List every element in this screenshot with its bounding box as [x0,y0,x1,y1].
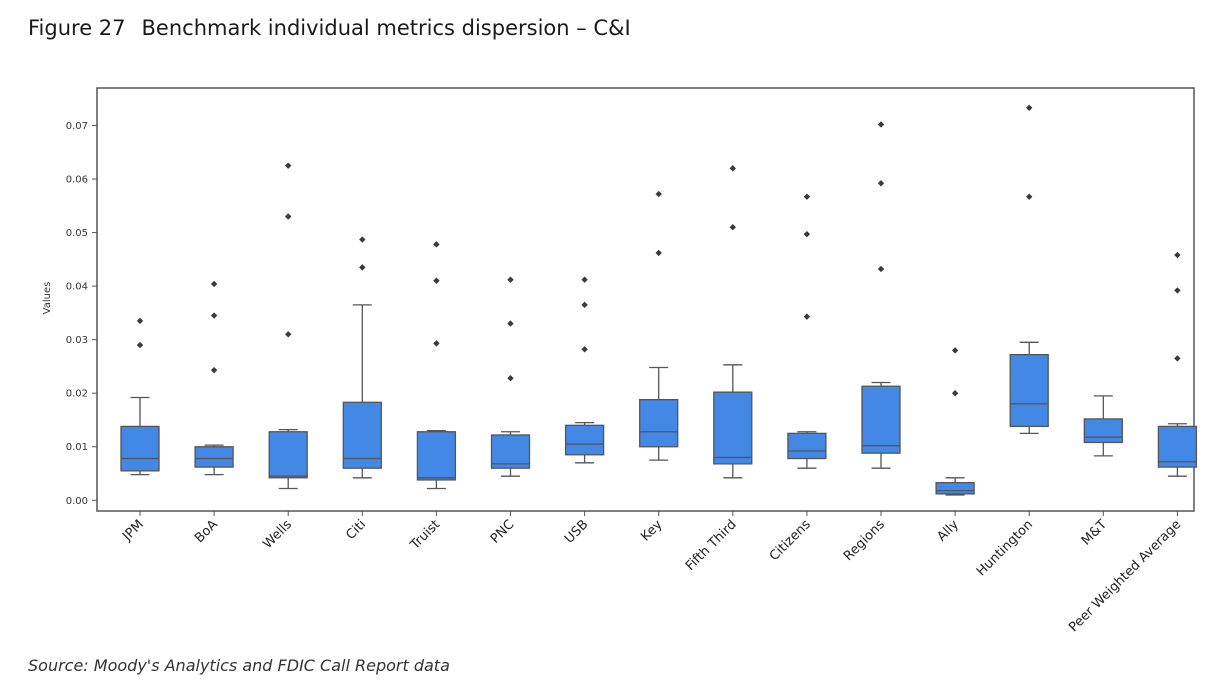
box-group [120,317,160,476]
y-tick-label: 0.02 [66,389,88,400]
outlier-point [136,317,144,325]
box-iqr [1157,425,1198,468]
outlier-point [655,249,662,257]
outlier-point [507,276,514,283]
outlier-point [655,190,662,198]
box-group [268,162,308,490]
box-group [713,165,753,479]
y-tick-label: 0.07 [66,121,88,132]
outlier-point [210,280,218,288]
outlier-point [803,230,811,238]
box-series [120,104,1198,496]
box-iqr [861,385,901,454]
outlier-point [729,224,736,231]
y-tick-label: 0.05 [66,228,88,239]
outlier-point [877,121,885,128]
box-group [1009,104,1049,435]
outlier-point [507,320,514,327]
figure-number: Figure 27 [28,16,126,40]
x-tick-label: Huntington [974,517,1036,579]
box-group [564,276,605,464]
outlier-point [1174,287,1181,294]
y-axis: 0.00 0.01 0.02 0.03 0.04 0.05 0.06 0.07 [66,121,97,507]
outlier-point [803,313,811,320]
outlier-point [1174,355,1181,362]
outlier-point [729,165,736,172]
x-tick-label: BoA [192,517,221,546]
box-group [1083,395,1123,457]
outlier-point [1174,251,1181,259]
box-group [490,276,531,477]
x-tick-label: Fifth Third [683,517,740,574]
outlier-point [951,390,959,397]
x-tick-label: Citizens [767,517,814,564]
box-group [935,347,975,496]
box-iqr [416,431,457,481]
outlier-point [433,340,440,347]
box-iqr [935,481,975,495]
x-tick-label: Truist [407,517,443,553]
y-tick-label: 0.06 [66,175,88,186]
box-iqr [713,391,753,465]
y-axis-label: Values [42,282,53,315]
x-tick-label: M&T [1079,517,1110,548]
outlier-point [507,375,514,382]
figure-title-text: Benchmark individual metrics dispersion … [141,16,631,40]
x-axis: JPM BoA Wells Citi Truist PNC USB Key Fifth Thir… [119,511,1184,635]
box-group [342,236,382,479]
box-iqr [120,425,160,472]
box-group [639,190,679,461]
outlier-point [1026,193,1033,200]
box-group [416,241,457,490]
y-tick-label: 0.01 [66,442,88,453]
box-iqr [1009,354,1049,428]
outlier-point [877,265,885,273]
source-note: Source: Moody's Analytics and FDIC Call … [28,656,450,675]
x-tick-label: Citi [343,517,369,543]
x-tick-label: Ally [934,517,962,545]
box-iqr [194,446,234,468]
x-tick-label: PNC [488,517,517,546]
x-tick-label: Wells [260,517,295,552]
box-group [787,193,827,469]
outlier-point [359,264,366,271]
y-tick-label: 0.00 [66,496,88,507]
outlier-point [359,236,366,243]
outlier-point [433,241,440,248]
outlier-point [433,277,440,284]
figure-title: Figure 27 Benchmark individual metrics di… [28,16,631,40]
outlier-point [285,331,292,338]
box-iqr [787,432,827,460]
box-iqr [268,431,308,479]
box-iqr [639,398,679,448]
x-tick-label: Key [638,517,665,544]
box-group [1157,251,1198,477]
outlier-point [210,366,218,374]
box-iqr [564,424,605,456]
x-tick-label: Regions [841,517,888,564]
outlier-point [1026,104,1033,112]
outlier-point [581,301,588,309]
outlier-point [581,276,588,283]
outlier-point [803,193,811,200]
plot-frame [96,87,1195,512]
outlier-point [877,180,885,187]
x-tick-label: USB [562,517,591,546]
box-iqr [1083,418,1123,444]
box-group [861,121,901,469]
y-tick-label: 0.03 [66,335,88,346]
outlier-point [285,213,292,220]
box-group [194,280,234,476]
box-iqr [342,401,382,469]
outlier-point [210,312,218,319]
outlier-point [581,346,588,353]
y-tick-label: 0.04 [66,282,88,293]
outlier-point [136,341,144,349]
box-iqr [490,434,531,469]
outlier-point [951,347,959,354]
x-tick-label: JPM [119,517,146,544]
outlier-point [285,162,292,169]
